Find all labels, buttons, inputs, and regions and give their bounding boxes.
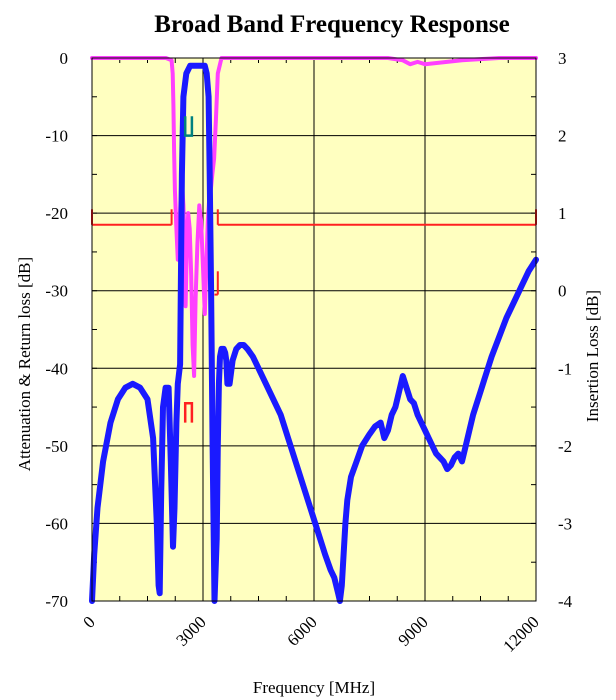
y-tick-label-m60: -60 — [45, 514, 68, 533]
y-tick-label-m20: -20 — [45, 204, 68, 223]
series-attenuation — [89, 62, 539, 604]
y-right-tick-label-m2: -2 — [558, 437, 572, 456]
y-tick-label-m40: -40 — [45, 359, 68, 378]
left-tick-labels: 0 -10 -20 -30 -40 -50 -60 -70 — [45, 49, 68, 611]
y-tick-label-m30: -30 — [45, 282, 68, 301]
x-tick-label-12000: 12000 — [499, 612, 542, 655]
x-tick-label-3000: 3000 — [172, 612, 209, 649]
y-right-tick-label-m3: -3 — [558, 514, 572, 533]
y-right-tick-label-1: 1 — [558, 204, 567, 223]
y-axis-label-right: Insertion Loss [dB] — [583, 290, 602, 422]
y-tick-label-m10: -10 — [45, 127, 68, 146]
y-tick-label-m70: -70 — [45, 592, 68, 611]
y-right-tick-label-3: 3 — [558, 49, 567, 68]
y-right-tick-label-0: 0 — [558, 282, 567, 301]
x-tick-label-6000: 6000 — [283, 612, 320, 649]
x-tick-labels: 0 3000 6000 9000 12000 — [79, 612, 542, 655]
y-tick-label-m50: -50 — [45, 437, 68, 456]
x-tick-label-0: 0 — [79, 612, 98, 631]
y-right-tick-label-m4: -4 — [558, 592, 573, 611]
grid — [92, 58, 536, 601]
y-right-tick-label-2: 2 — [558, 127, 567, 146]
right-tick-labels: 3 2 1 0 -1 -2 -3 -4 — [558, 49, 573, 611]
chart-title: Broad Band Frequency Response — [154, 11, 509, 38]
x-axis-label: Frequency [MHz] — [253, 678, 375, 697]
upper-mask — [183, 116, 194, 137]
stopband-mask — [183, 401, 194, 423]
y-tick-label-0: 0 — [60, 49, 69, 68]
y-right-tick-label-m1: -1 — [558, 359, 572, 378]
plot-frame — [91, 57, 537, 602]
x-tick-label-9000: 9000 — [394, 612, 431, 649]
y-axis-label-left: Attenuation & Return loss [dB] — [15, 257, 34, 471]
